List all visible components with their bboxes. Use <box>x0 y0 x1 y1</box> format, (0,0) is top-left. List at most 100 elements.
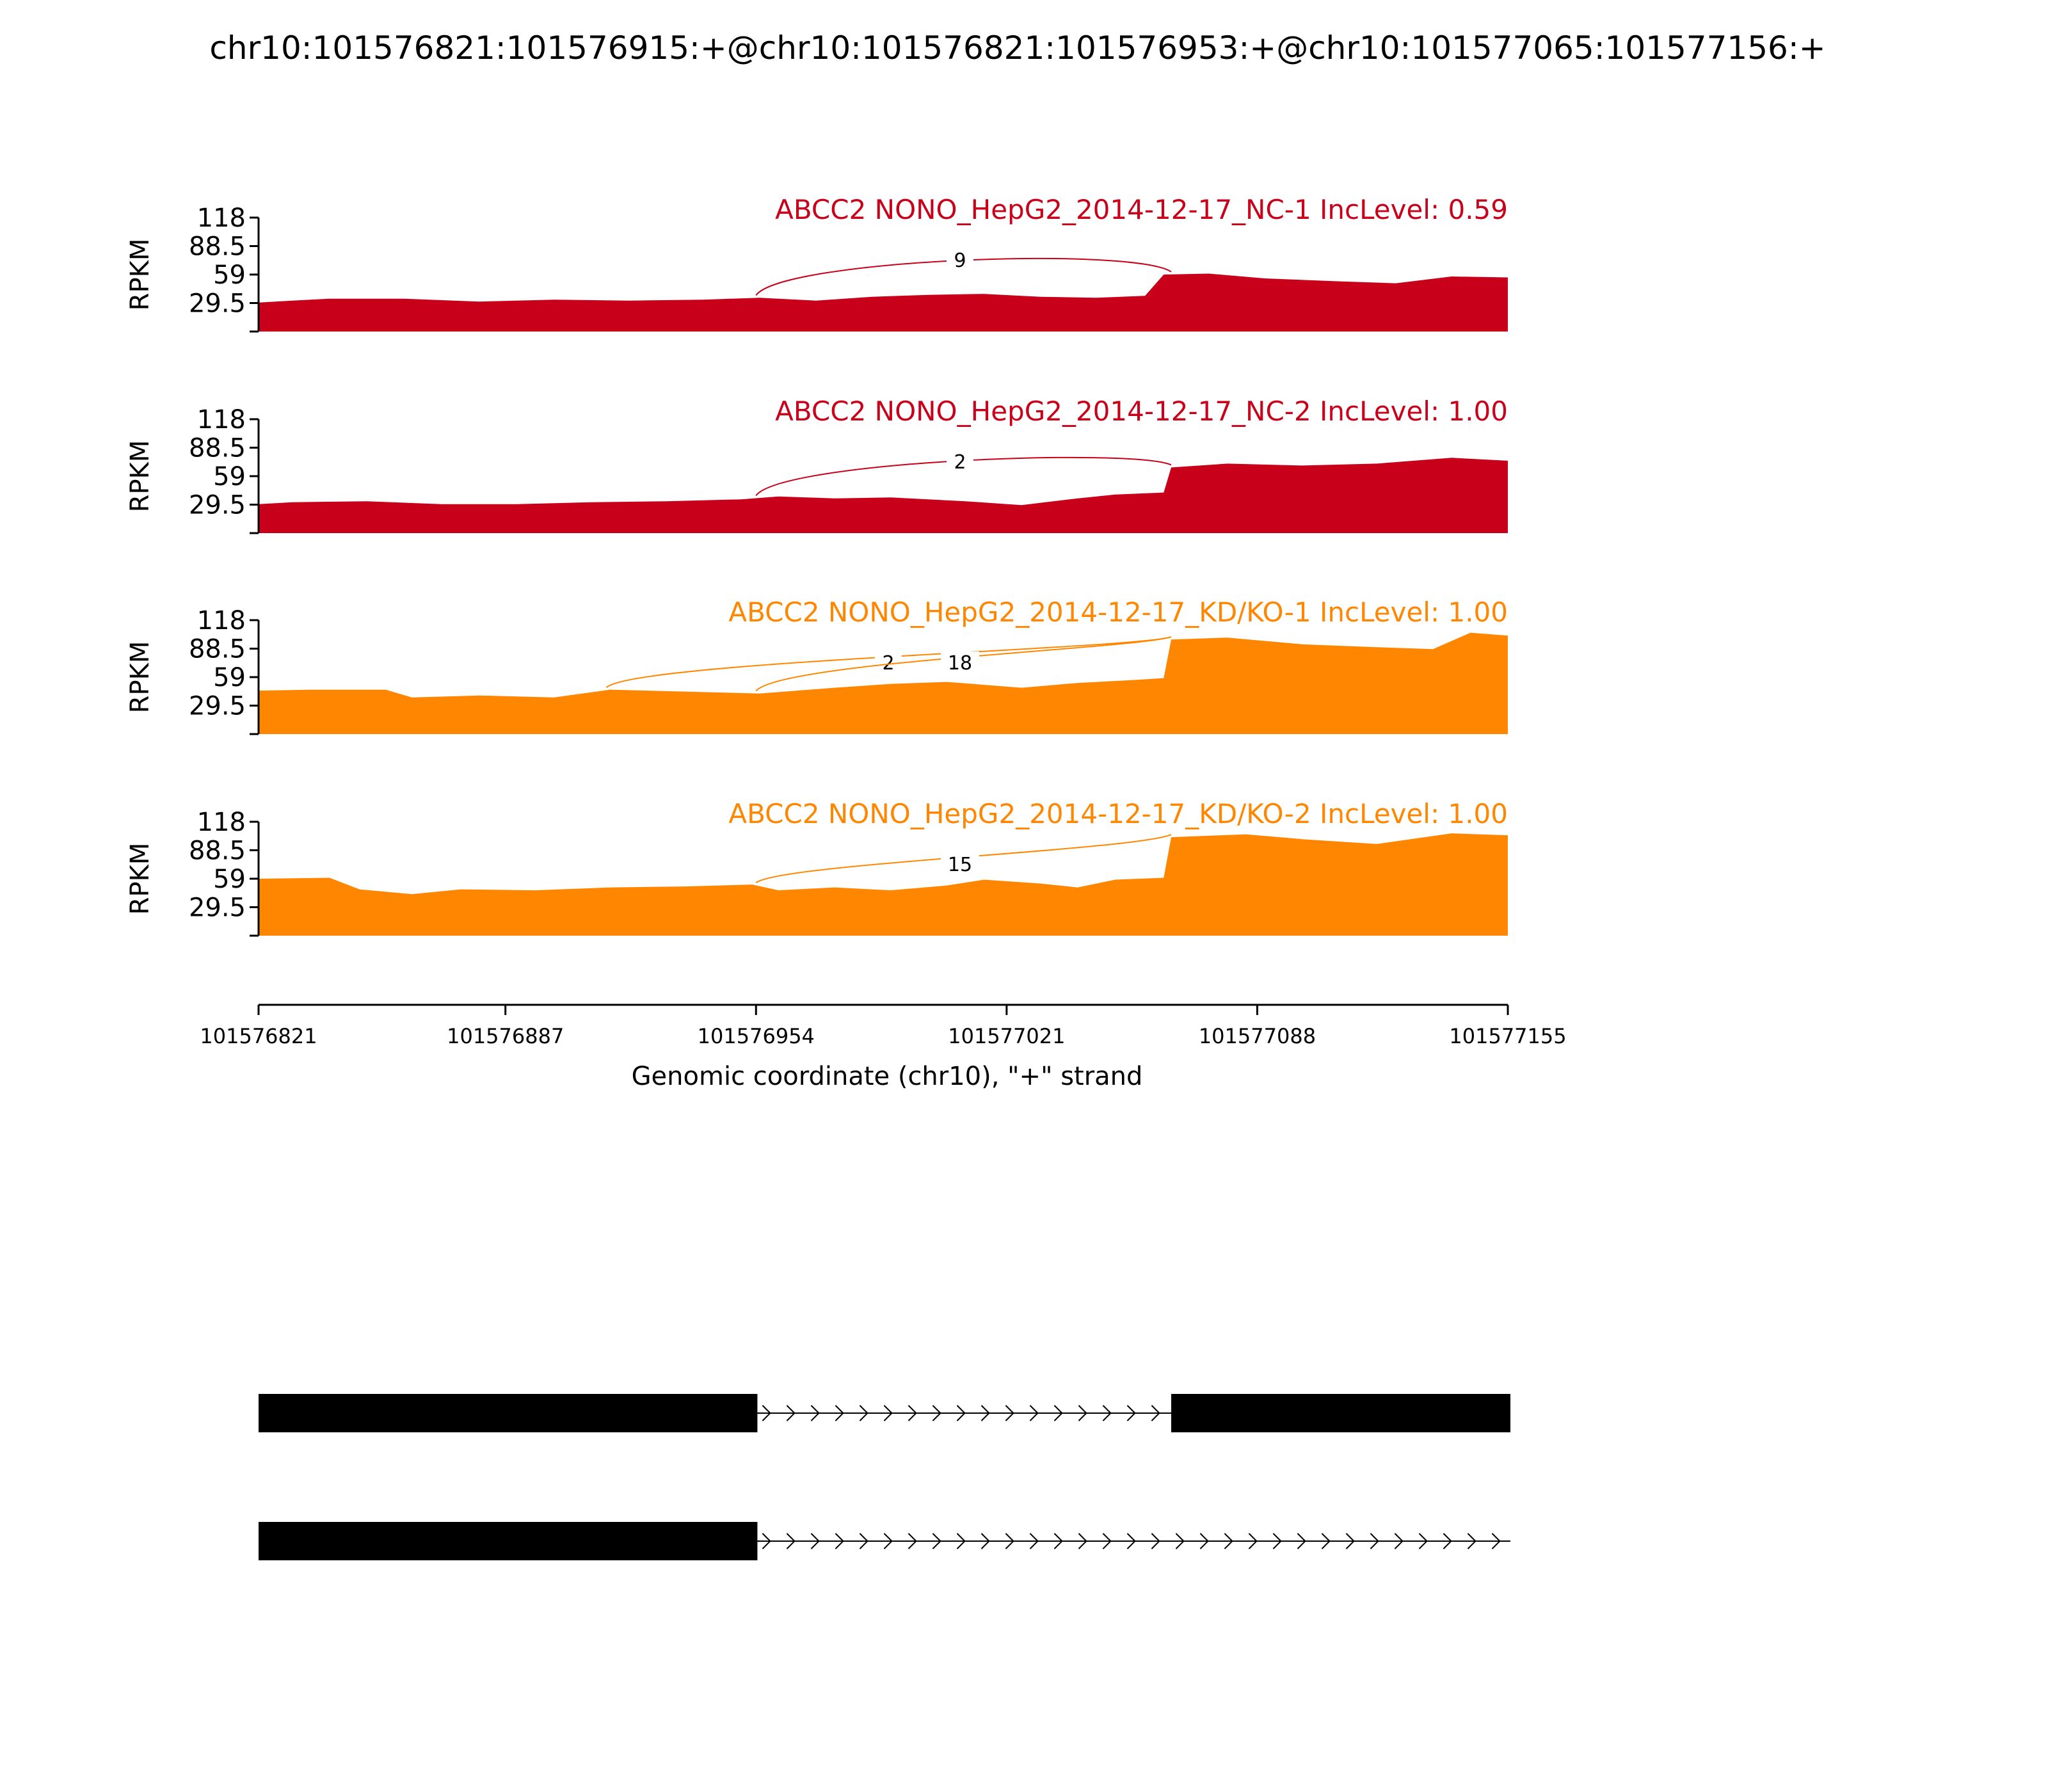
strand-chevron <box>883 1533 893 1549</box>
strand-chevron <box>883 1405 893 1421</box>
strand-chevron <box>835 1533 844 1549</box>
y-tick-label: 118 <box>197 204 246 233</box>
strand-chevron <box>762 1405 771 1421</box>
panel-label: ABCC2 NONO_HepG2_2014-12-17_NC-2 IncLeve… <box>775 396 1508 427</box>
strand-chevron <box>1029 1405 1039 1421</box>
strand-chevron <box>1005 1405 1014 1421</box>
strand-chevron <box>932 1405 941 1421</box>
coverage-area <box>259 458 1508 533</box>
strand-chevron <box>810 1405 820 1421</box>
coverage-area <box>259 632 1508 734</box>
strand-chevron <box>932 1533 941 1549</box>
strand-chevron <box>1005 1533 1014 1549</box>
strand-chevron <box>1467 1533 1476 1549</box>
strand-chevron <box>1053 1533 1063 1549</box>
strand-chevron <box>1345 1533 1355 1549</box>
strand-chevron <box>1078 1405 1087 1421</box>
strand-chevron <box>1418 1533 1428 1549</box>
y-tick-label: 88.5 <box>189 232 246 262</box>
strand-chevron <box>786 1405 796 1421</box>
junction-count-bg <box>947 249 973 272</box>
strand-chevron <box>1029 1533 1039 1549</box>
y-axis-label: RPKM <box>125 440 155 513</box>
y-tick-label: 59 <box>213 663 246 692</box>
y-tick-label: 59 <box>213 260 246 290</box>
exon-block <box>259 1394 758 1432</box>
junction-count-bg <box>941 853 979 876</box>
junction-count-bg <box>947 451 973 474</box>
strand-chevron <box>1248 1533 1258 1549</box>
x-tick-label: 101577155 <box>1449 1024 1566 1048</box>
junction-count-bg <box>941 652 979 675</box>
exon-block <box>259 1522 758 1560</box>
strand-chevron <box>1126 1533 1136 1549</box>
y-tick-label: 88.5 <box>189 836 246 866</box>
strand-chevron <box>859 1405 868 1421</box>
strand-chevron <box>786 1533 796 1549</box>
strand-chevron <box>810 1533 820 1549</box>
y-tick-label: 118 <box>197 606 246 636</box>
panel-label: ABCC2 NONO_HepG2_2014-12-17_NC-1 IncLeve… <box>775 194 1508 225</box>
strand-chevron <box>1394 1533 1404 1549</box>
strand-chevron <box>835 1405 844 1421</box>
strand-chevron <box>956 1533 966 1549</box>
x-tick-label: 101577021 <box>948 1024 1065 1048</box>
strand-chevron <box>1491 1533 1501 1549</box>
y-tick-label: 29.5 <box>189 491 246 520</box>
junction-count: 2 <box>954 451 966 474</box>
strand-chevron <box>1102 1533 1112 1549</box>
x-tick-label: 101576954 <box>698 1024 815 1048</box>
y-tick-label: 118 <box>197 808 246 837</box>
strand-chevron <box>1224 1533 1233 1549</box>
y-tick-label: 118 <box>197 405 246 435</box>
junction-count: 2 <box>882 652 894 675</box>
junction-count: 18 <box>948 652 972 675</box>
strand-chevron <box>1272 1533 1282 1549</box>
strand-chevron <box>1175 1533 1185 1549</box>
y-tick-label: 88.5 <box>189 635 246 664</box>
y-tick-label: 29.5 <box>189 893 246 923</box>
coverage-area <box>259 273 1508 332</box>
strand-chevron <box>1151 1405 1160 1421</box>
y-axis-label: RPKM <box>125 641 155 714</box>
strand-chevron <box>1370 1533 1379 1549</box>
strand-chevron <box>908 1533 917 1549</box>
exon-block <box>1171 1394 1510 1432</box>
y-tick-label: 88.5 <box>189 434 246 463</box>
panel-label: ABCC2 NONO_HepG2_2014-12-17_KD/KO-1 IncL… <box>728 596 1508 628</box>
strand-chevron <box>1151 1533 1160 1549</box>
x-axis-label: Genomic coordinate (chr10), "+" strand <box>632 1062 1143 1091</box>
strand-chevron <box>1078 1533 1087 1549</box>
strand-chevron <box>956 1405 966 1421</box>
y-tick-label: 29.5 <box>189 692 246 721</box>
strand-chevron <box>1053 1405 1063 1421</box>
y-tick-label: 59 <box>213 865 246 894</box>
isoform-2 <box>259 1522 1510 1560</box>
strand-chevron <box>980 1533 990 1549</box>
strand-chevron <box>1321 1533 1331 1549</box>
junction-count: 15 <box>948 854 972 876</box>
x-tick-label: 101576887 <box>447 1024 564 1048</box>
strand-chevron <box>1297 1533 1306 1549</box>
strand-chevron <box>762 1533 771 1549</box>
coverage-area <box>259 833 1508 936</box>
isoform-1 <box>259 1394 1510 1432</box>
strand-chevron <box>1126 1405 1136 1421</box>
strand-chevron <box>908 1405 917 1421</box>
strand-chevron <box>1102 1405 1112 1421</box>
strand-chevron <box>1199 1533 1209 1549</box>
panel-label: ABCC2 NONO_HepG2_2014-12-17_KD/KO-2 IncL… <box>728 798 1508 829</box>
y-axis-label: RPKM <box>125 239 155 311</box>
strand-chevron <box>859 1533 868 1549</box>
figure-title: chr10:101576821:101576915:+@chr10:101576… <box>209 29 1825 67</box>
strand-chevron <box>980 1405 990 1421</box>
x-tick-label: 101576821 <box>200 1024 317 1048</box>
y-tick-label: 29.5 <box>189 289 246 319</box>
y-axis-label: RPKM <box>125 843 155 915</box>
junction-count: 9 <box>954 250 966 272</box>
